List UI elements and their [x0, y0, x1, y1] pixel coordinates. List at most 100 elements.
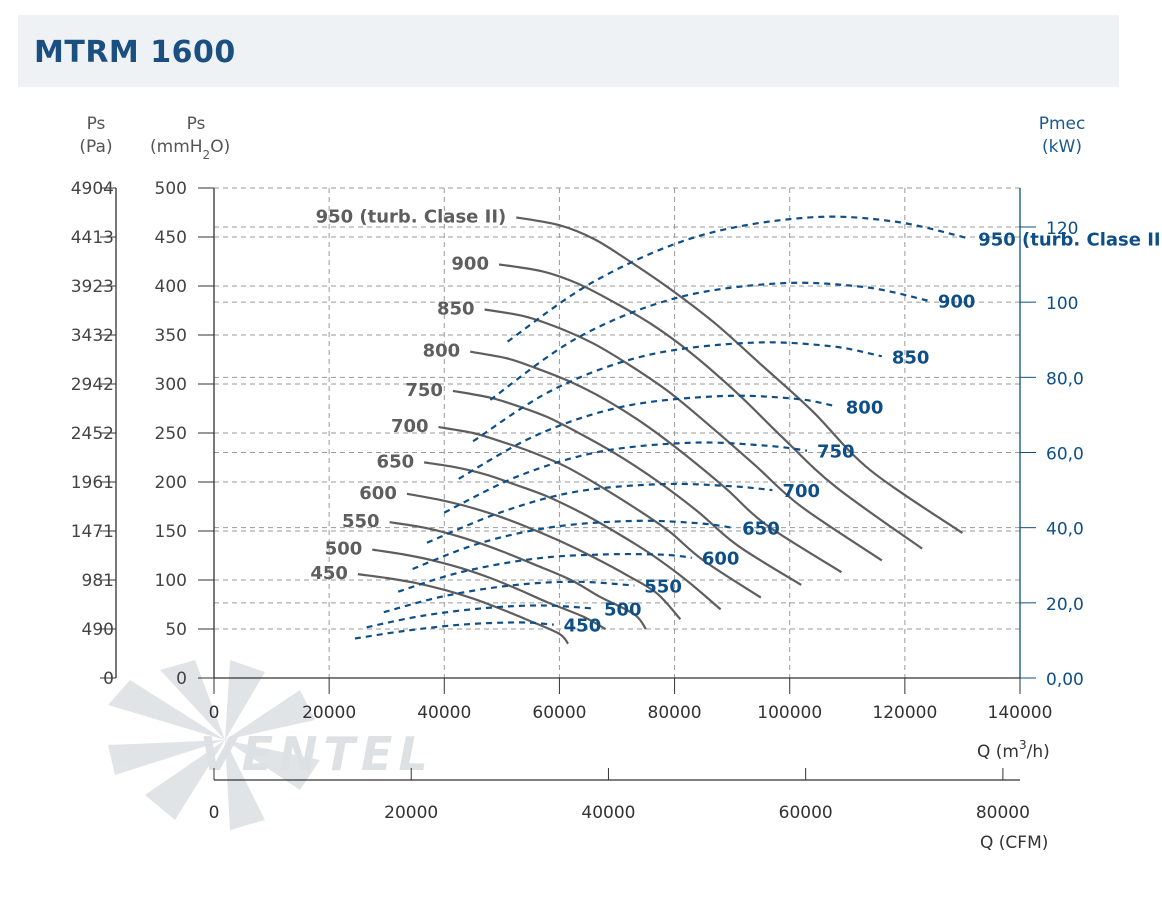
pressure-curve-450	[357, 573, 569, 645]
power-curve-550	[383, 580, 635, 614]
power-curve-label: 550	[644, 577, 682, 598]
power-curve-450	[354, 621, 554, 640]
ventel-watermark-logo: VENTEL	[108, 660, 434, 830]
pa-tick-label: 490	[82, 620, 114, 640]
pmec-label-line1: Pmec	[1039, 114, 1086, 134]
axis-labels: Ps (Pa) Ps (mmH2O) Pmec (kW) Q (m3/h) Q …	[79, 114, 1085, 853]
pressure-curve-label: 900	[451, 253, 489, 274]
x-tick-label: 120000	[872, 703, 937, 723]
axis-tick-labels: 0 0 490 50 981 100 1471 150 1961 200 2452 250 2942 30…	[71, 179, 1084, 823]
power-tick-label: 100	[1046, 294, 1078, 314]
power-curve-label: 700	[782, 481, 820, 502]
power-tick-label: 60,0	[1046, 445, 1084, 465]
pressure-curve-label: 950 (turb. Clase II)	[316, 206, 507, 227]
power-curve-label: 900	[938, 292, 976, 313]
cfm-tick-label: 60000	[779, 803, 833, 823]
cfm-tick-label: 80000	[976, 803, 1030, 823]
mm-tick-label: 0	[176, 669, 187, 689]
q-cfm-label: Q (CFM)	[980, 833, 1048, 853]
cfm-tick-label: 20000	[384, 803, 438, 823]
ps-pa-label-line1: Ps	[87, 114, 106, 134]
power-curve-800	[458, 394, 837, 480]
power-curve-700	[426, 482, 773, 544]
pressure-curve-950	[516, 216, 964, 534]
pressure-curve-label: 700	[391, 416, 429, 437]
power-curve-650	[412, 519, 733, 571]
power-tick-label: 80,0	[1046, 369, 1084, 389]
pressure-curve-label: 600	[359, 483, 397, 504]
pa-tick-label: 1961	[71, 473, 114, 493]
power-curve-600	[397, 552, 692, 593]
title-bar: MTRM 1600	[18, 15, 1119, 87]
power-tick-label: 20,0	[1046, 595, 1084, 615]
mm-tick-label: 250	[155, 424, 187, 444]
power-curve-label: 850	[892, 347, 930, 368]
mm-tick-label: 400	[155, 277, 187, 297]
pressure-curve-label: 550	[342, 511, 380, 532]
pressure-curve-label: 800	[423, 341, 461, 362]
power-curve-label: 500	[604, 599, 642, 620]
pressure-curve-label: 500	[325, 539, 363, 560]
power-curve-label: 800	[846, 397, 884, 418]
pressure-curve-750	[452, 389, 802, 586]
power-curve-500	[366, 604, 595, 629]
power-curve-850	[472, 341, 883, 443]
power-tick-label: 120	[1046, 219, 1078, 239]
power-curve-label: 450	[564, 616, 602, 637]
power-curve-750	[443, 441, 808, 514]
q-m3h-label: Q (m3/h)	[977, 738, 1050, 762]
pmec-label-line2: (kW)	[1042, 137, 1082, 157]
power-tick-label: 40,0	[1046, 520, 1084, 540]
pressure-curve-500	[372, 548, 607, 630]
pressure-curve-label: 750	[405, 380, 443, 401]
chart-axes	[100, 187, 1036, 781]
x-tick-label: 80000	[648, 703, 702, 723]
x-tick-label: 0	[209, 703, 220, 723]
pressure-curve-800	[470, 350, 843, 574]
ps-mm-label-line2: (mmH2O)	[150, 137, 230, 162]
x-tick-label: 140000	[988, 703, 1053, 723]
mm-tick-label: 200	[155, 473, 187, 493]
x-tick-label: 60000	[532, 703, 586, 723]
power-curve-label: 600	[702, 549, 740, 570]
power-curve-950	[506, 215, 969, 343]
pa-tick-label: 3923	[71, 277, 114, 297]
data-series	[354, 215, 969, 645]
x-tick-label: 40000	[417, 703, 471, 723]
mm-tick-label: 50	[165, 620, 187, 640]
pa-tick-label: 2452	[71, 424, 114, 444]
mm-tick-label: 350	[155, 326, 187, 346]
pa-tick-label: 4413	[71, 228, 114, 248]
pa-tick-label: 3432	[71, 326, 114, 346]
x-tick-label: 100000	[757, 703, 822, 723]
x-tick-label: 20000	[302, 703, 356, 723]
pa-tick-label: 0	[103, 669, 114, 689]
mm-tick-label: 300	[155, 375, 187, 395]
mm-tick-label: 500	[155, 179, 187, 199]
pressure-curve-label: 650	[377, 451, 415, 472]
cfm-tick-label: 0	[209, 803, 220, 823]
pressure-curve-650	[423, 461, 722, 611]
pressure-curve-850	[484, 308, 883, 562]
pressure-curve-600	[406, 492, 682, 620]
page-title: MTRM 1600	[34, 35, 236, 70]
pressure-curve-label: 450	[310, 563, 348, 584]
pa-tick-label: 4904	[71, 179, 114, 199]
pa-tick-label: 1471	[71, 522, 114, 542]
cfm-tick-label: 40000	[581, 803, 635, 823]
mm-tick-label: 150	[155, 522, 187, 542]
pa-tick-label: 981	[82, 571, 114, 591]
pressure-curve-700	[438, 426, 762, 599]
watermark-text: VENTEL	[200, 727, 434, 781]
pressure-curve-550	[389, 521, 647, 630]
pressure-curve-label: 850	[437, 299, 475, 320]
pa-tick-label: 2942	[71, 375, 114, 395]
power-curve-label: 650	[742, 519, 780, 540]
pressure-curve-900	[498, 263, 923, 550]
ps-pa-label-line2: (Pa)	[79, 137, 112, 157]
power-tick-label: 0,00	[1046, 670, 1084, 690]
mm-tick-label: 450	[155, 228, 187, 248]
power-curve-label: 750	[817, 442, 855, 463]
